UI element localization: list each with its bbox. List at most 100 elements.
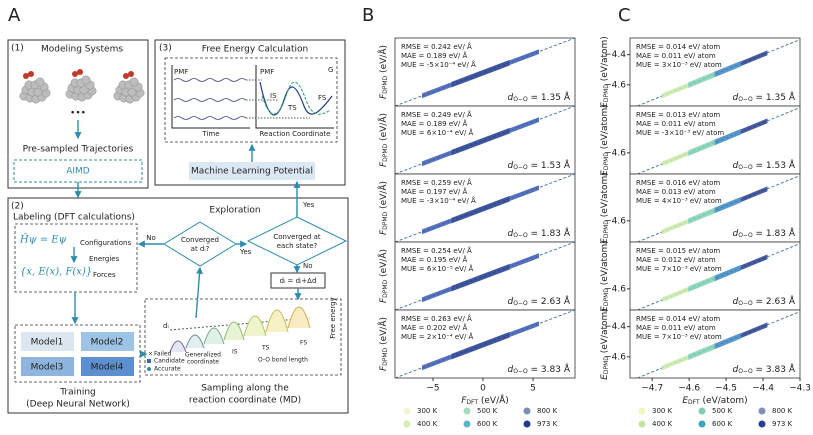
y-tick-label: −4.6 xyxy=(604,80,626,90)
branch: Yes xyxy=(302,201,315,209)
scatter-cloud xyxy=(451,206,481,224)
axis-label: EDPMD (eV/atom) xyxy=(600,104,610,176)
heading: Labeling (DFT calculations) xyxy=(13,213,135,223)
scatter-cloud xyxy=(661,82,689,99)
stat: RMSE = 0.013 eV/ atom xyxy=(636,111,720,119)
subscript: DPMD xyxy=(603,288,610,306)
y-tick-label: −4.6 xyxy=(604,352,626,362)
subscript: DFT xyxy=(466,399,478,406)
d-label: dO−O = 1.35 Å xyxy=(507,91,570,103)
symbol: E xyxy=(600,306,610,312)
scatter-cloud xyxy=(480,195,510,213)
legend-marker xyxy=(463,407,471,415)
axis-label: PMF xyxy=(260,68,274,76)
scatter-cloud xyxy=(688,275,715,293)
panel-label: B xyxy=(362,5,374,26)
aimd: AIMD xyxy=(66,167,90,177)
axis-label: FDPMD (eV/Å) xyxy=(377,113,389,167)
subscript: O−O xyxy=(738,300,753,307)
d-label: dO−O = 1.53 Å xyxy=(732,159,795,171)
label: dᵢ xyxy=(163,322,169,330)
heading: Free Energy Calculation xyxy=(202,45,309,55)
subscript: DPMD xyxy=(382,347,389,365)
stat: MAE = 0.189 eV/ Å xyxy=(401,51,468,60)
stat: MAE = 0.013 eV/ atom xyxy=(636,188,716,196)
scatter-cloud xyxy=(480,59,510,77)
axis xyxy=(171,65,250,129)
symbol: d xyxy=(732,365,738,375)
legend-marker xyxy=(638,420,646,428)
step-number: (2) xyxy=(11,202,24,212)
scatter-cloud xyxy=(451,342,481,360)
stat: RMSE = 0.254 eV/ Å xyxy=(401,246,472,255)
scatter-cloud xyxy=(688,139,715,157)
decision xyxy=(246,216,348,266)
axis-label: FDPMD (eV/Å) xyxy=(377,45,389,99)
legend-marker xyxy=(403,420,411,428)
x-tick-label: −4.7 xyxy=(641,384,663,394)
d-label: dO−O = 1.83 Å xyxy=(507,227,570,239)
scatter-cloud xyxy=(714,196,742,214)
symbol: d xyxy=(507,297,513,307)
subscript: O−O xyxy=(738,232,753,239)
model: Model3 xyxy=(31,363,64,373)
value: = 1.35 Å xyxy=(753,91,796,103)
symbol: d xyxy=(732,161,738,171)
value: = 1.53 Å xyxy=(753,159,796,171)
panel-label: C xyxy=(618,5,631,26)
legend-label: Candidate xyxy=(154,358,185,365)
adsorbate xyxy=(123,73,129,79)
stat: MUE = -3×10⁻³ eV/ atom xyxy=(636,129,724,137)
scatter-cloud xyxy=(509,253,539,270)
subscript: O−O xyxy=(738,368,753,375)
axis-label: FDPMD (eV/Å) xyxy=(377,181,389,235)
value: = 1.35 Å xyxy=(528,91,571,103)
symbol: d xyxy=(732,93,738,103)
symbol: E xyxy=(600,170,610,176)
unit: (eV/atom) xyxy=(600,172,610,220)
legend-marker: × xyxy=(148,351,153,358)
stat: MUE = 6×10⁻⁵ eV/ Å xyxy=(401,264,474,273)
symbol: E xyxy=(600,102,610,108)
decision xyxy=(163,221,237,267)
stat: RMSE = 0.016 eV/ atom xyxy=(636,179,720,187)
mlp-box xyxy=(189,162,315,180)
scatter-cloud xyxy=(688,207,715,225)
x-tick-label: −4.3 xyxy=(789,384,811,394)
decision-text: each state? xyxy=(277,242,318,250)
model: Model4 xyxy=(91,363,124,373)
stat: RMSE = 0.249 eV/ Å xyxy=(401,110,472,119)
value: = 2.63 Å xyxy=(528,295,571,307)
stat: MUE = 7×10⁻³ eV/ atom xyxy=(636,265,722,273)
scatter-cloud xyxy=(480,127,510,145)
scatter-cloud xyxy=(741,186,768,203)
d-label: dO−O = 1.35 Å xyxy=(732,91,795,103)
model-box xyxy=(21,357,74,376)
model: Model2 xyxy=(91,338,124,348)
symbol: F xyxy=(379,161,389,167)
subscript: O−O xyxy=(513,232,528,239)
adsorbate xyxy=(128,71,134,77)
step-number: (3) xyxy=(159,44,172,54)
decision-text: Converged xyxy=(181,236,219,244)
stat: MAE = 0.197 eV/ Å xyxy=(401,187,468,196)
label: Energies xyxy=(89,255,120,263)
box xyxy=(7,197,349,414)
state: TS xyxy=(287,104,297,112)
caption: Sampling along the xyxy=(201,384,289,394)
legend-label: 973 K xyxy=(537,420,558,428)
subscript: DPMD xyxy=(382,75,389,93)
axis-label: EDPMD (eV/atom) xyxy=(600,36,610,108)
arrow xyxy=(195,266,204,319)
legend-marker xyxy=(523,407,531,415)
state: TS xyxy=(261,345,270,352)
legend-marker xyxy=(523,420,531,428)
branch: No xyxy=(303,262,313,270)
legend-label: 500 K xyxy=(477,407,498,415)
d-label: dO−O = 3.83 Å xyxy=(507,363,570,375)
x-tick-label: −4.5 xyxy=(715,384,737,394)
subscript: O−O xyxy=(513,368,528,375)
stat: MAE = 0.012 eV/ atom xyxy=(636,256,716,264)
axis-label: EDPMD (eV/atom) xyxy=(600,240,610,312)
state: FS xyxy=(300,340,307,347)
